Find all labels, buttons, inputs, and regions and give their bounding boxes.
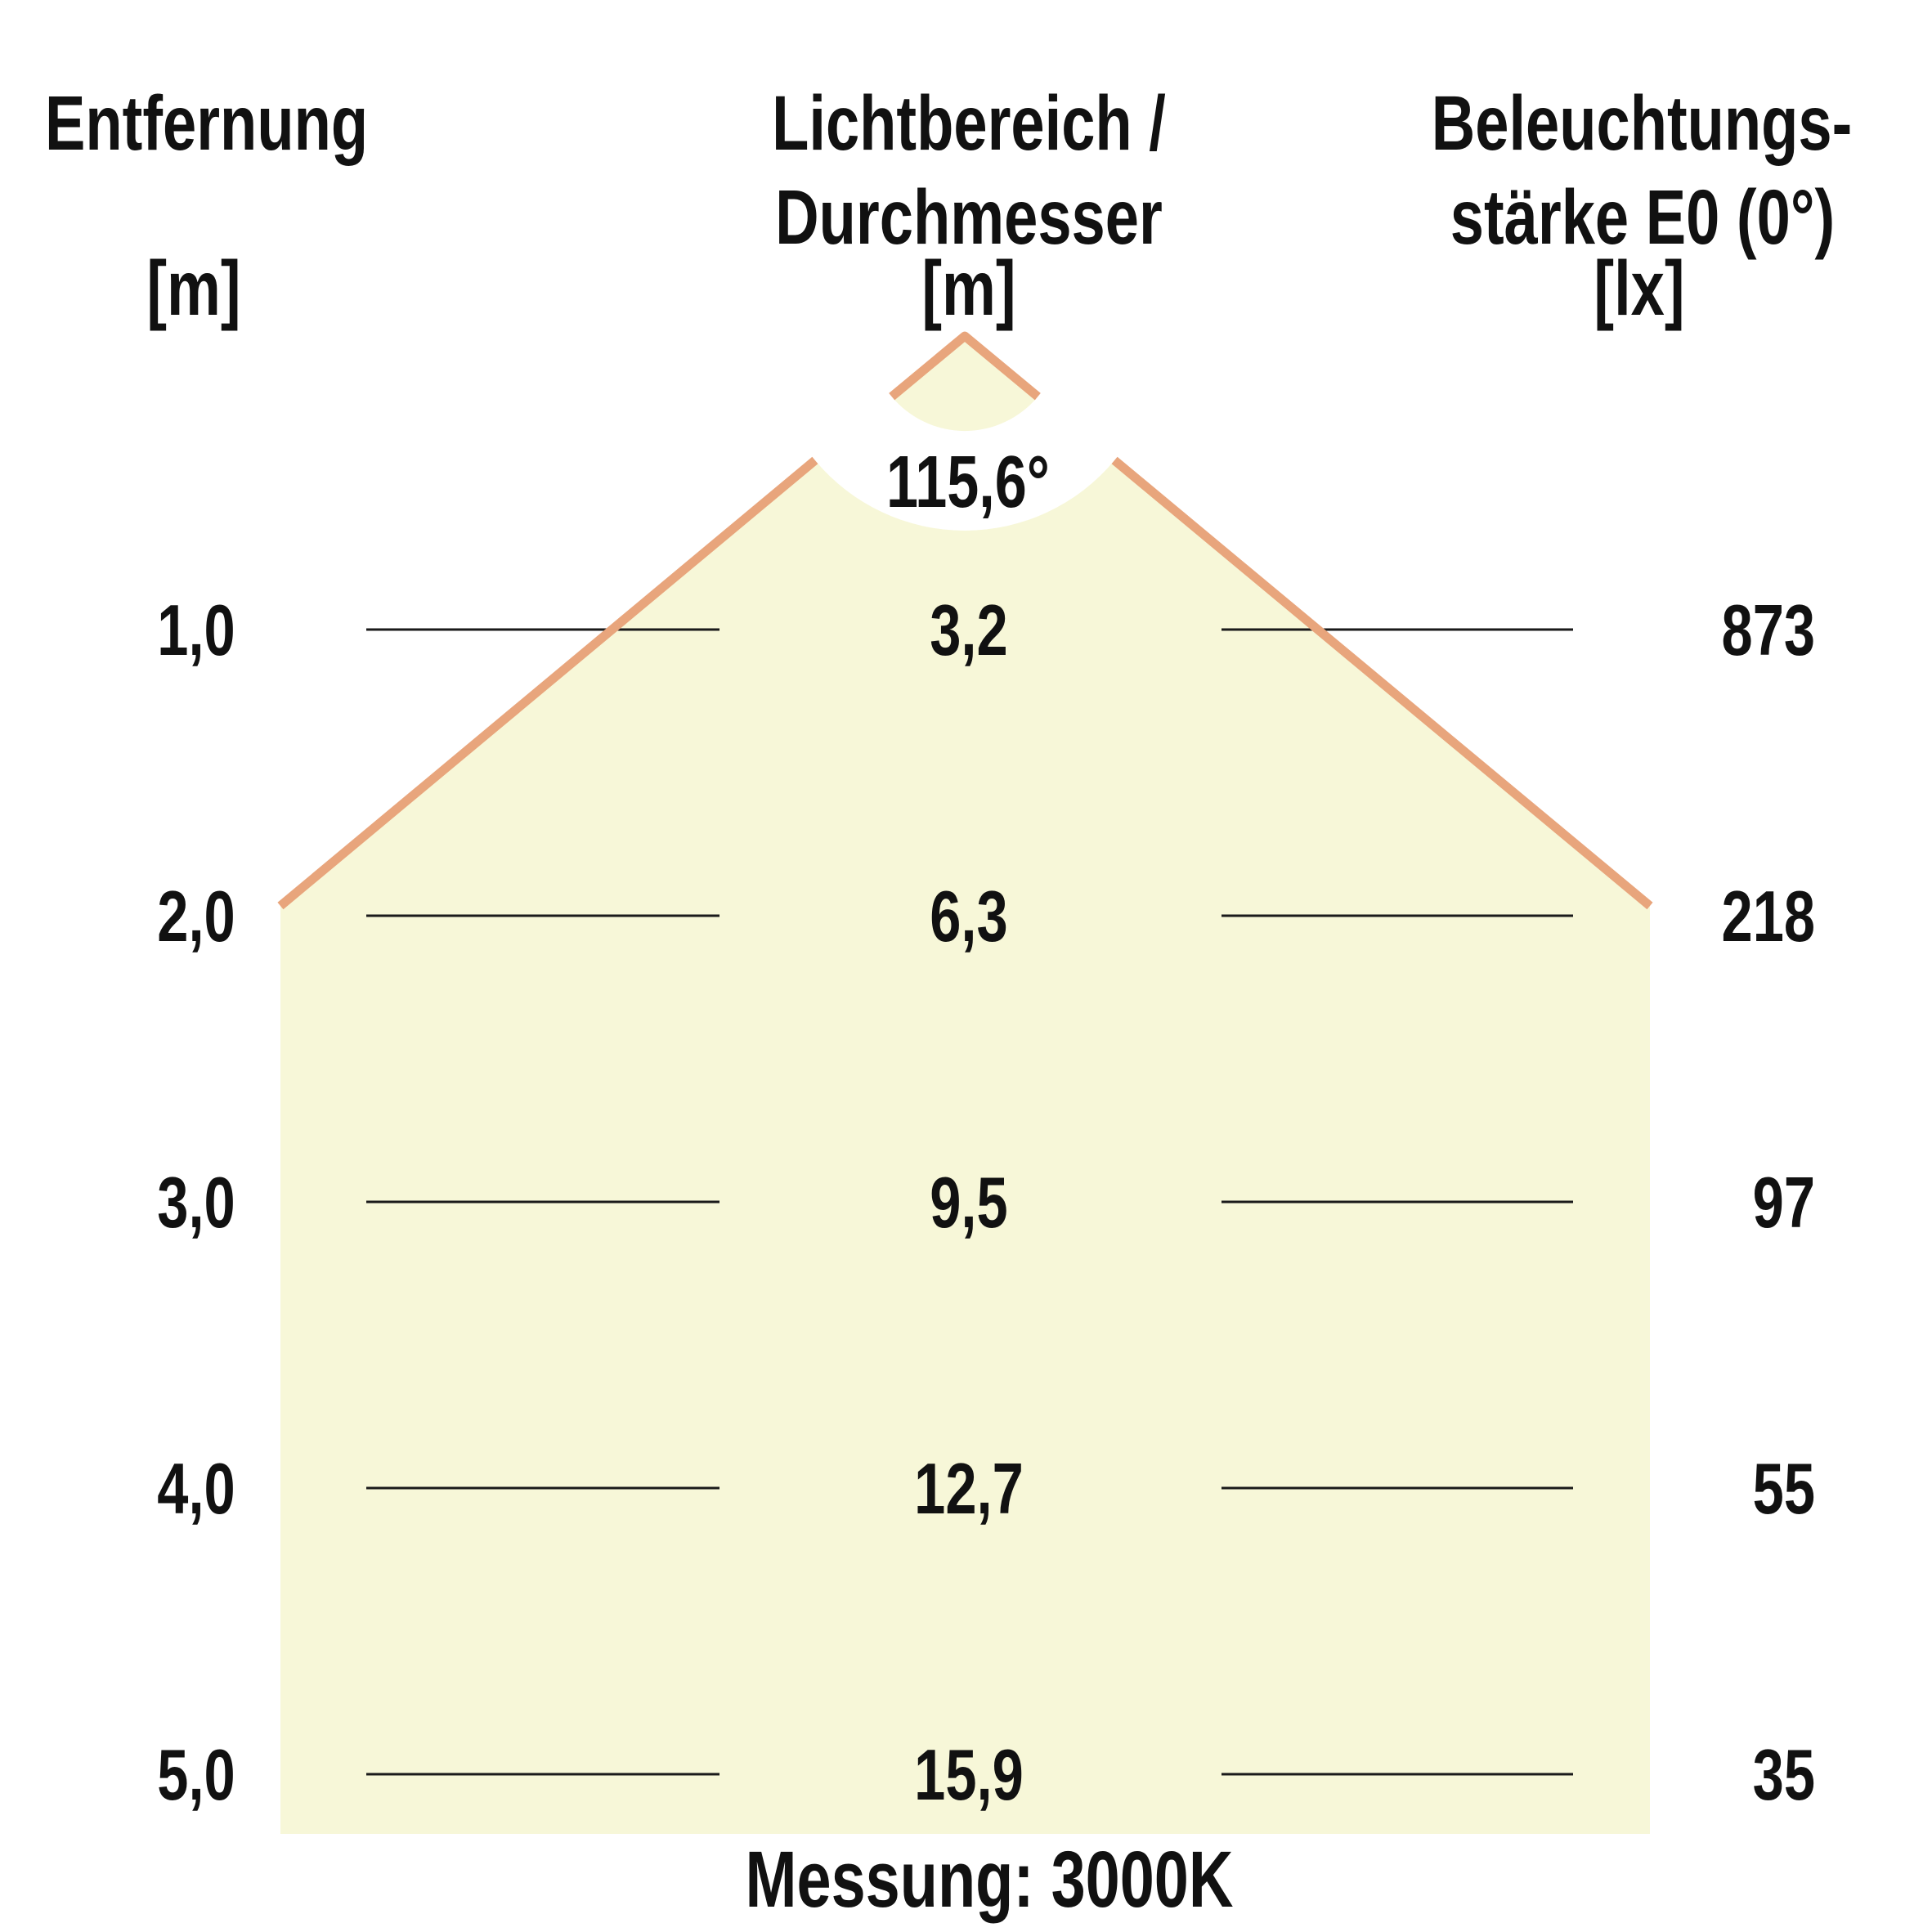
row-distance-1: 1,0 — [157, 590, 235, 670]
row-illuminance-2: 218 — [1722, 876, 1816, 957]
beam-apex-edge — [889, 331, 1041, 401]
row-distance-3: 3,0 — [157, 1163, 235, 1243]
row-illuminance-1: 873 — [1722, 590, 1816, 670]
row-distance-4: 4,0 — [157, 1449, 235, 1529]
row-distance-2: 2,0 — [157, 876, 235, 957]
row-illuminance-5: 35 — [1753, 1735, 1815, 1815]
row-distance-5: 5,0 — [157, 1735, 235, 1815]
text-layer: Entfernung [m] Lichtbereich / Durchmesse… — [45, 80, 1852, 1924]
distance-column-title: Entfernung — [45, 80, 368, 167]
diameter-column-title-line2: Durchmesser — [775, 174, 1163, 261]
distance-column-unit: [m] — [146, 245, 240, 332]
beam-angle-label: 115,6° — [886, 442, 1050, 523]
row-diameter-2: 6,3 — [930, 876, 1007, 957]
beam-edge-right — [1111, 456, 1653, 910]
illuminance-column-title-line2: stärke E0 (0°) — [1450, 174, 1835, 261]
measurement-label: Messung: 3000K — [746, 1836, 1234, 1924]
diameter-column-unit: [m] — [921, 245, 1015, 332]
light-cone-apex-wedge — [891, 336, 1038, 432]
row-diameter-1: 3,2 — [930, 590, 1007, 670]
row-diameter-3: 9,5 — [930, 1163, 1007, 1243]
row-diameter-5: 15,9 — [914, 1735, 1024, 1815]
illuminance-column-title-line1: Beleuchtungs- — [1432, 80, 1853, 167]
tick-lines-right — [1222, 628, 1573, 1776]
row-illuminance-4: 55 — [1753, 1449, 1815, 1529]
illuminance-column-unit: [lx] — [1594, 245, 1684, 332]
tick-lines-left — [366, 628, 719, 1776]
row-illuminance-3: 97 — [1753, 1163, 1815, 1243]
diameter-column-title-line1: Lichtbereich / — [772, 80, 1166, 167]
row-diameter-4: 12,7 — [914, 1449, 1024, 1529]
light-cone-body — [280, 460, 1650, 1834]
beam-edge-left — [277, 456, 818, 910]
